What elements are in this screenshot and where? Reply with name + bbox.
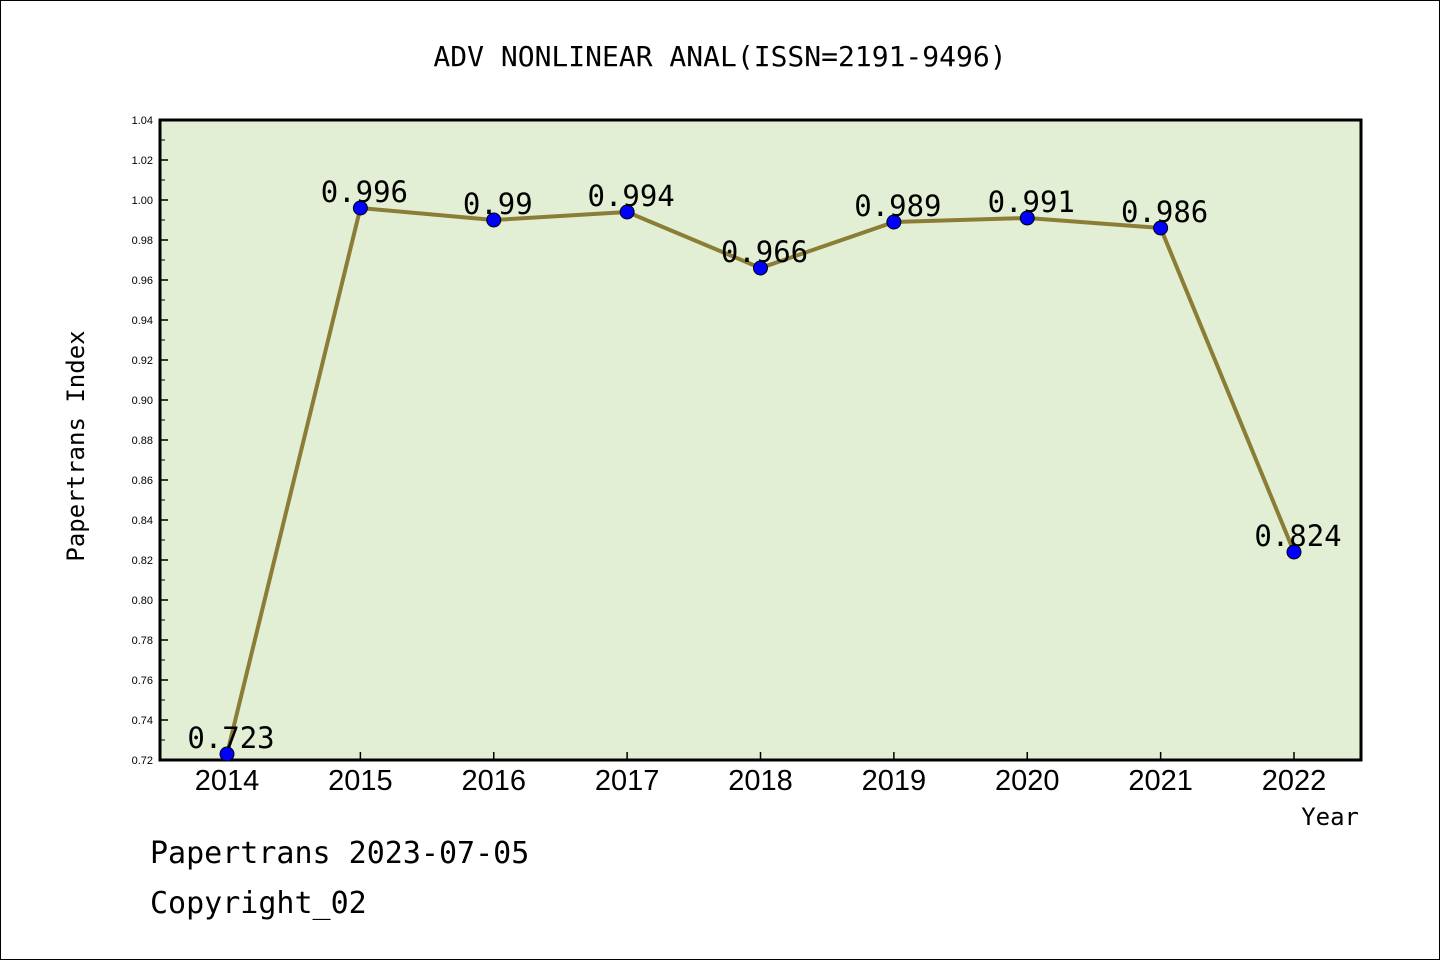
y-axis-label: Papertrans Index <box>62 330 90 561</box>
x-tick-label: 2021 <box>1128 765 1193 797</box>
y-axis-ticks: 0.72 0.74 0.76 0.78 0.80 0.82 0.84 0.86 0.88 0.90… <box>132 115 168 767</box>
y-tick-label: 0.74 <box>132 715 153 727</box>
y-tick-label: 0.92 <box>132 355 153 367</box>
data-point <box>219 746 235 762</box>
data-point <box>886 214 902 230</box>
y-tick-label: 0.72 <box>132 755 153 767</box>
data-label: 0.824 <box>1254 519 1341 553</box>
data-label: 0.723 <box>187 721 274 755</box>
x-tick-label: 2015 <box>328 765 393 797</box>
x-tick-label: 2014 <box>195 765 260 797</box>
y-tick-label: 0.78 <box>132 635 153 647</box>
x-tick-label: 2016 <box>461 765 526 797</box>
data-point <box>1286 544 1302 560</box>
x-axis-label: Year <box>1301 803 1359 831</box>
y-tick-label: 0.80 <box>132 595 153 607</box>
y-tick-label: 0.98 <box>132 235 153 247</box>
y-tick-label: 0.94 <box>132 315 153 327</box>
x-tick-label: 2017 <box>595 765 660 797</box>
y-tick-label: 1.02 <box>132 155 153 167</box>
y-tick-label: 1.04 <box>132 115 153 127</box>
data-label: 0.994 <box>587 179 674 213</box>
data-point <box>619 204 635 220</box>
x-tick-label: 2018 <box>728 765 793 797</box>
data-points <box>219 200 1302 762</box>
y-tick-label: 0.88 <box>132 435 153 447</box>
data-label: 0.99 <box>463 187 533 221</box>
data-point <box>352 200 368 216</box>
data-point <box>486 212 502 228</box>
data-point <box>1019 210 1035 226</box>
data-label: 0.986 <box>1121 195 1208 229</box>
y-tick-label: 1.00 <box>132 195 153 207</box>
y-tick-label: 0.96 <box>132 275 153 287</box>
x-tick-label: 2020 <box>995 765 1060 797</box>
x-axis-ticks: 2014 2015 2016 2017 2018 2019 2020 2021 2022 <box>195 752 1327 797</box>
data-labels: 0.723 0.996 0.99 0.994 0.966 0.989 0.991 0.986 0… <box>187 175 1341 755</box>
data-label: 0.989 <box>854 189 941 223</box>
y-tick-label: 0.86 <box>132 475 153 487</box>
x-tick-label: 2022 <box>1262 765 1327 797</box>
footer-copyright: Copyright_02 <box>150 886 367 921</box>
y-tick-label: 0.90 <box>132 395 153 407</box>
data-label: 0.996 <box>321 175 408 209</box>
data-label: 0.991 <box>988 185 1075 219</box>
y-tick-label: 0.76 <box>132 675 153 687</box>
y-tick-label: 0.84 <box>132 515 153 527</box>
data-point <box>753 260 768 276</box>
chart-title: ADV NONLINEAR ANAL(ISSN=2191-9496) <box>433 40 1006 73</box>
x-tick-label: 2019 <box>862 765 927 797</box>
y-tick-label: 0.82 <box>132 555 153 567</box>
footer-date: Papertrans 2023-07-05 <box>150 836 530 871</box>
data-point <box>1153 220 1169 236</box>
data-label: 0.966 <box>721 235 808 269</box>
